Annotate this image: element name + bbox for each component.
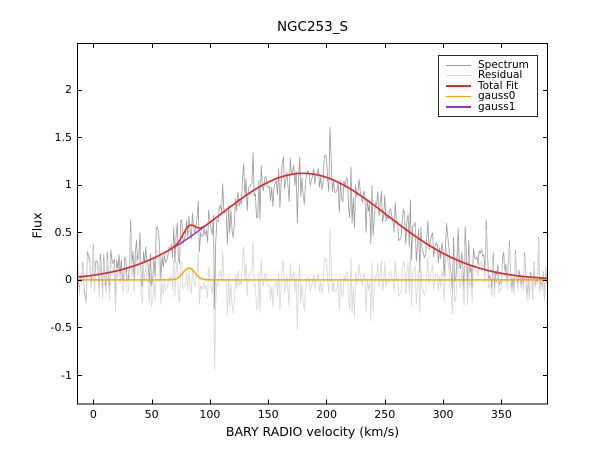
legend-line-sample [446, 95, 471, 98]
legend-label: Total Fit [478, 79, 519, 92]
y-tick-label: 0.5 [54, 225, 73, 239]
x-tick-label: 250 [374, 408, 396, 421]
y-tick-label: -1 [61, 368, 72, 382]
x-tick-label: 0 [89, 408, 97, 421]
x-tick-label: 100 [199, 408, 221, 421]
chart-title: NGC253_S [276, 19, 349, 35]
legend-label: gauss1 [478, 100, 516, 113]
x-tick-label: 50 [144, 408, 159, 421]
legend-label: Residual [478, 69, 523, 82]
total-fit-line [77, 172, 548, 280]
x-tick-label: 350 [490, 408, 512, 421]
legend-row: Spectrum [446, 60, 533, 70]
legend-line-sample [446, 74, 471, 77]
spectrum-line [77, 126, 548, 310]
y-tick-label: 1 [65, 178, 72, 192]
plot-frame [77, 43, 548, 405]
gauss1-line [77, 172, 548, 280]
x-tick-label: 300 [432, 408, 454, 421]
x-tick-label: 200 [315, 408, 337, 421]
y-tick-label: -0.5 [50, 320, 72, 334]
legend-line-sample [446, 64, 471, 66]
legend-label: gauss0 [478, 90, 516, 103]
legend-label: Spectrum [478, 58, 529, 71]
y-tick-label: 2 [65, 83, 72, 97]
y-tick-label: 1.5 [54, 130, 73, 144]
legend-row: gauss1 [446, 102, 533, 112]
legend-row: gauss0 [446, 91, 533, 101]
legend-line-sample [446, 85, 471, 87]
legend-row: Total Fit [446, 81, 533, 91]
x-tick-label: 150 [257, 408, 279, 421]
legend-line-sample [446, 106, 471, 108]
legend-row: Residual [446, 70, 533, 80]
gauss0-line [77, 267, 548, 281]
y-tick-label: 0 [65, 273, 72, 287]
residual-line [77, 228, 548, 371]
x-axis-label: BARY RADIO velocity (km/s) [225, 424, 400, 439]
legend: Spectrum Residual Total Fit gauss0 gauss1 [438, 55, 538, 117]
